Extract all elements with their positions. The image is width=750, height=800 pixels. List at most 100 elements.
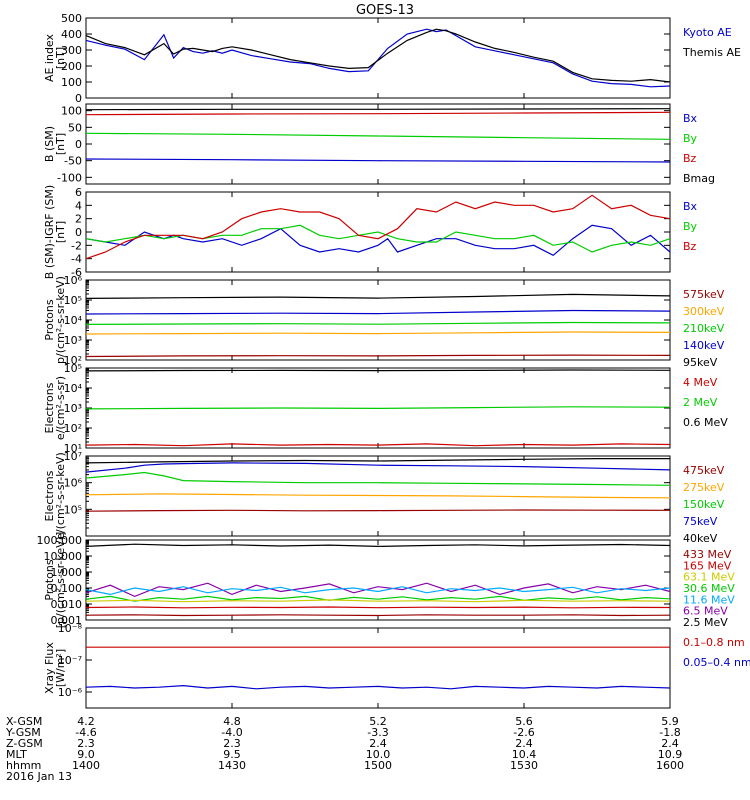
- legend-entry: By: [683, 220, 698, 233]
- series-line-433-mev: [85, 614, 671, 617]
- series-line-0-6-mev: [85, 369, 671, 372]
- legend-entry: Bx: [683, 200, 698, 213]
- coord-value: -3.3: [367, 726, 388, 739]
- series-line-themis-ae: [85, 28, 671, 83]
- legend-entry: 2 MeV: [683, 396, 718, 409]
- y-tick-label: -2: [71, 239, 82, 252]
- legend-entry: 40keV: [683, 532, 718, 545]
- y-tick-label: 10³: [64, 334, 82, 347]
- y-axis-label: B (SM): [43, 126, 56, 162]
- x-axis-coordinates: X-GSM 4.2 4.8 5.2 5.6 5.9 Y-GSM -4.6 -4.0 -3.3 -2.…: [5, 715, 684, 783]
- series-line-30-6-mev: [85, 595, 671, 602]
- date-label: 2016 Jan 13: [6, 770, 72, 783]
- series-line-4-mev: [85, 443, 671, 447]
- legend-entry: 0.1–0.8 nm: [683, 636, 745, 649]
- y-tick-label: 400: [61, 28, 82, 41]
- series-line-by: [85, 132, 671, 140]
- coord-value: 10.9: [658, 748, 683, 761]
- series-line-165-mev: [85, 606, 671, 609]
- legend-entry: 433 MeV: [683, 548, 732, 561]
- y-tick-label: -6: [71, 266, 82, 279]
- coord-value: 2.4: [369, 737, 387, 750]
- y-tick-label: 300: [61, 44, 82, 57]
- y-axis-label: p/(cm²-s-sr-keV): [54, 276, 67, 364]
- series-line-63-1-mev: [85, 599, 671, 603]
- coord-value: 9.5: [223, 748, 241, 761]
- legend-entry: Bx: [683, 112, 698, 125]
- y-tick-label: 10⁴: [64, 382, 83, 395]
- series-line-bz: [85, 194, 671, 260]
- legend-entry: 0.6 MeV: [683, 416, 728, 429]
- y-tick-label: 10⁵: [64, 362, 82, 375]
- coord-value: 2.4: [661, 737, 679, 750]
- legend-entry: 0.05–0.4 nm: [683, 656, 750, 669]
- series-line-2-5-mev: [85, 543, 671, 548]
- series-line-6-5-mev: [85, 582, 671, 598]
- coord-value: 5.6: [515, 715, 533, 728]
- coord-value: -2.6: [513, 726, 534, 739]
- legend-entry: 30.6 MeV: [683, 582, 735, 595]
- coord-value: -1.8: [659, 726, 680, 739]
- y-axis-label: Electrons: [43, 470, 56, 521]
- legend-entry: 300keV: [683, 305, 725, 318]
- y-tick-label: 100: [61, 105, 82, 118]
- y-axis-label: Protons: [43, 299, 56, 340]
- legend-entry: Bz: [683, 152, 697, 165]
- series-line-140kev: [85, 309, 671, 315]
- coord-value: 4.2: [77, 715, 95, 728]
- series-line-bx: [85, 224, 671, 257]
- coord-value: 10.4: [512, 748, 537, 761]
- y-tick-label: 10⁴: [64, 314, 83, 327]
- y-axis-label: [nT]: [54, 47, 67, 69]
- y-tick-label: 10⁶: [64, 477, 83, 490]
- series-line-95kev: [85, 293, 671, 299]
- panel-1: 0 100 200 300 400 500 AE index[nT] Kyoto AE Them…: [43, 12, 741, 105]
- legend-entry: Bz: [683, 240, 697, 253]
- series-line-300kev: [85, 331, 671, 335]
- y-tick-label: 0: [75, 226, 82, 239]
- y-axis-label: e/(cm²-s-sr-keV): [54, 452, 67, 540]
- y-tick-label: 10.000: [44, 550, 83, 563]
- legend-entry: Kyoto AE: [683, 26, 732, 39]
- series-line-210kev: [85, 321, 671, 325]
- y-axis-label: Xray Flux: [43, 642, 56, 694]
- coord-value: 5.2: [369, 715, 387, 728]
- y-tick-label: 10⁵: [64, 503, 82, 516]
- y-tick-label: 100: [61, 76, 82, 89]
- y-tick-label: 100.000: [37, 534, 83, 547]
- coord-value: 1400: [72, 759, 100, 772]
- legend-entry: 140keV: [683, 339, 725, 352]
- coord-value: 10.0: [366, 748, 391, 761]
- y-tick-label: 0.001: [51, 614, 83, 627]
- series-line-bmag: [85, 108, 671, 111]
- y-tick-label: 0.100: [51, 582, 83, 595]
- legend-entry: 2.5 MeV: [683, 616, 728, 629]
- coord-row-name: Y-GSM: [5, 726, 41, 739]
- coord-value: 2.3: [77, 737, 95, 750]
- legend-entry: 475keV: [683, 464, 725, 477]
- coord-value: 4.8: [223, 715, 241, 728]
- legend-entry: 63.1 MeV: [683, 571, 735, 584]
- series-line-150kev: [85, 471, 671, 486]
- y-tick-label: 0: [75, 138, 82, 151]
- y-tick-label: 6: [75, 186, 82, 199]
- coord-value: 5.9: [661, 715, 679, 728]
- y-tick-label: 10²: [64, 354, 82, 367]
- y-tick-label: -100: [57, 171, 82, 184]
- y-tick-label: -50: [64, 155, 82, 168]
- y-axis-label: [nT]: [54, 133, 67, 155]
- series-line-0-05-0-4-nm: [85, 684, 671, 690]
- series-line-11-6-mev: [85, 586, 671, 596]
- legend-entry: 4 MeV: [683, 376, 718, 389]
- coord-row-name: X-GSM: [6, 715, 42, 728]
- coord-value: 1600: [656, 759, 684, 772]
- series-line-kyoto-ae: [85, 28, 671, 88]
- panel-2: -100 -50 0 50 100 B (SM)[nT] Bx By Bz Bmag: [43, 103, 715, 185]
- y-tick-label: 10²: [64, 422, 82, 435]
- y-tick-label: 0.010: [51, 598, 83, 611]
- panel-7: 0.001 0.010 0.100 1.000 10.000 100.000 Protons…: [37, 532, 736, 629]
